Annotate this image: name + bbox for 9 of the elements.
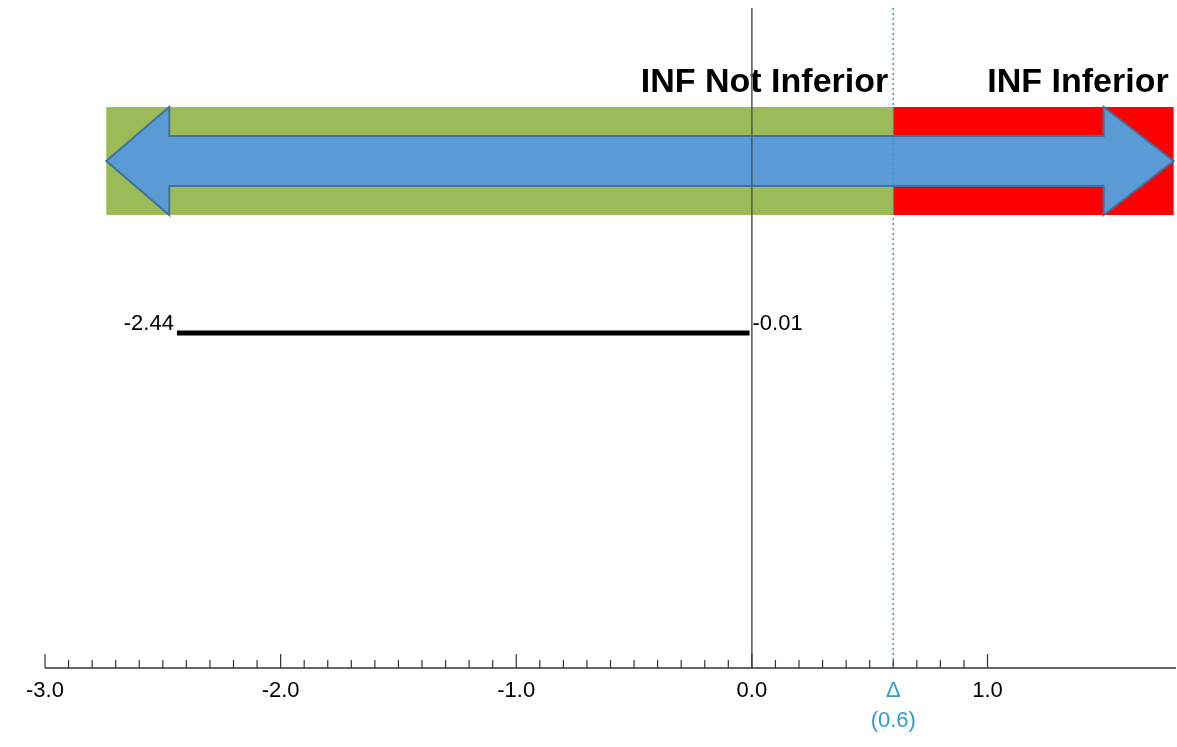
- x-tick-label: -2.0: [261, 677, 300, 702]
- x-tick-label: 0.0: [736, 677, 768, 702]
- annotation: -2.44: [123, 310, 174, 335]
- x-tick-label: 1.0: [972, 677, 1003, 702]
- x-tick-label: -1.0: [497, 677, 536, 702]
- band-label: INF Inferior: [987, 61, 1169, 99]
- annotation: -0.01: [752, 310, 803, 335]
- x-tick-label: -3.0: [26, 677, 64, 702]
- ref-line-label: Δ (0.6): [870, 677, 916, 732]
